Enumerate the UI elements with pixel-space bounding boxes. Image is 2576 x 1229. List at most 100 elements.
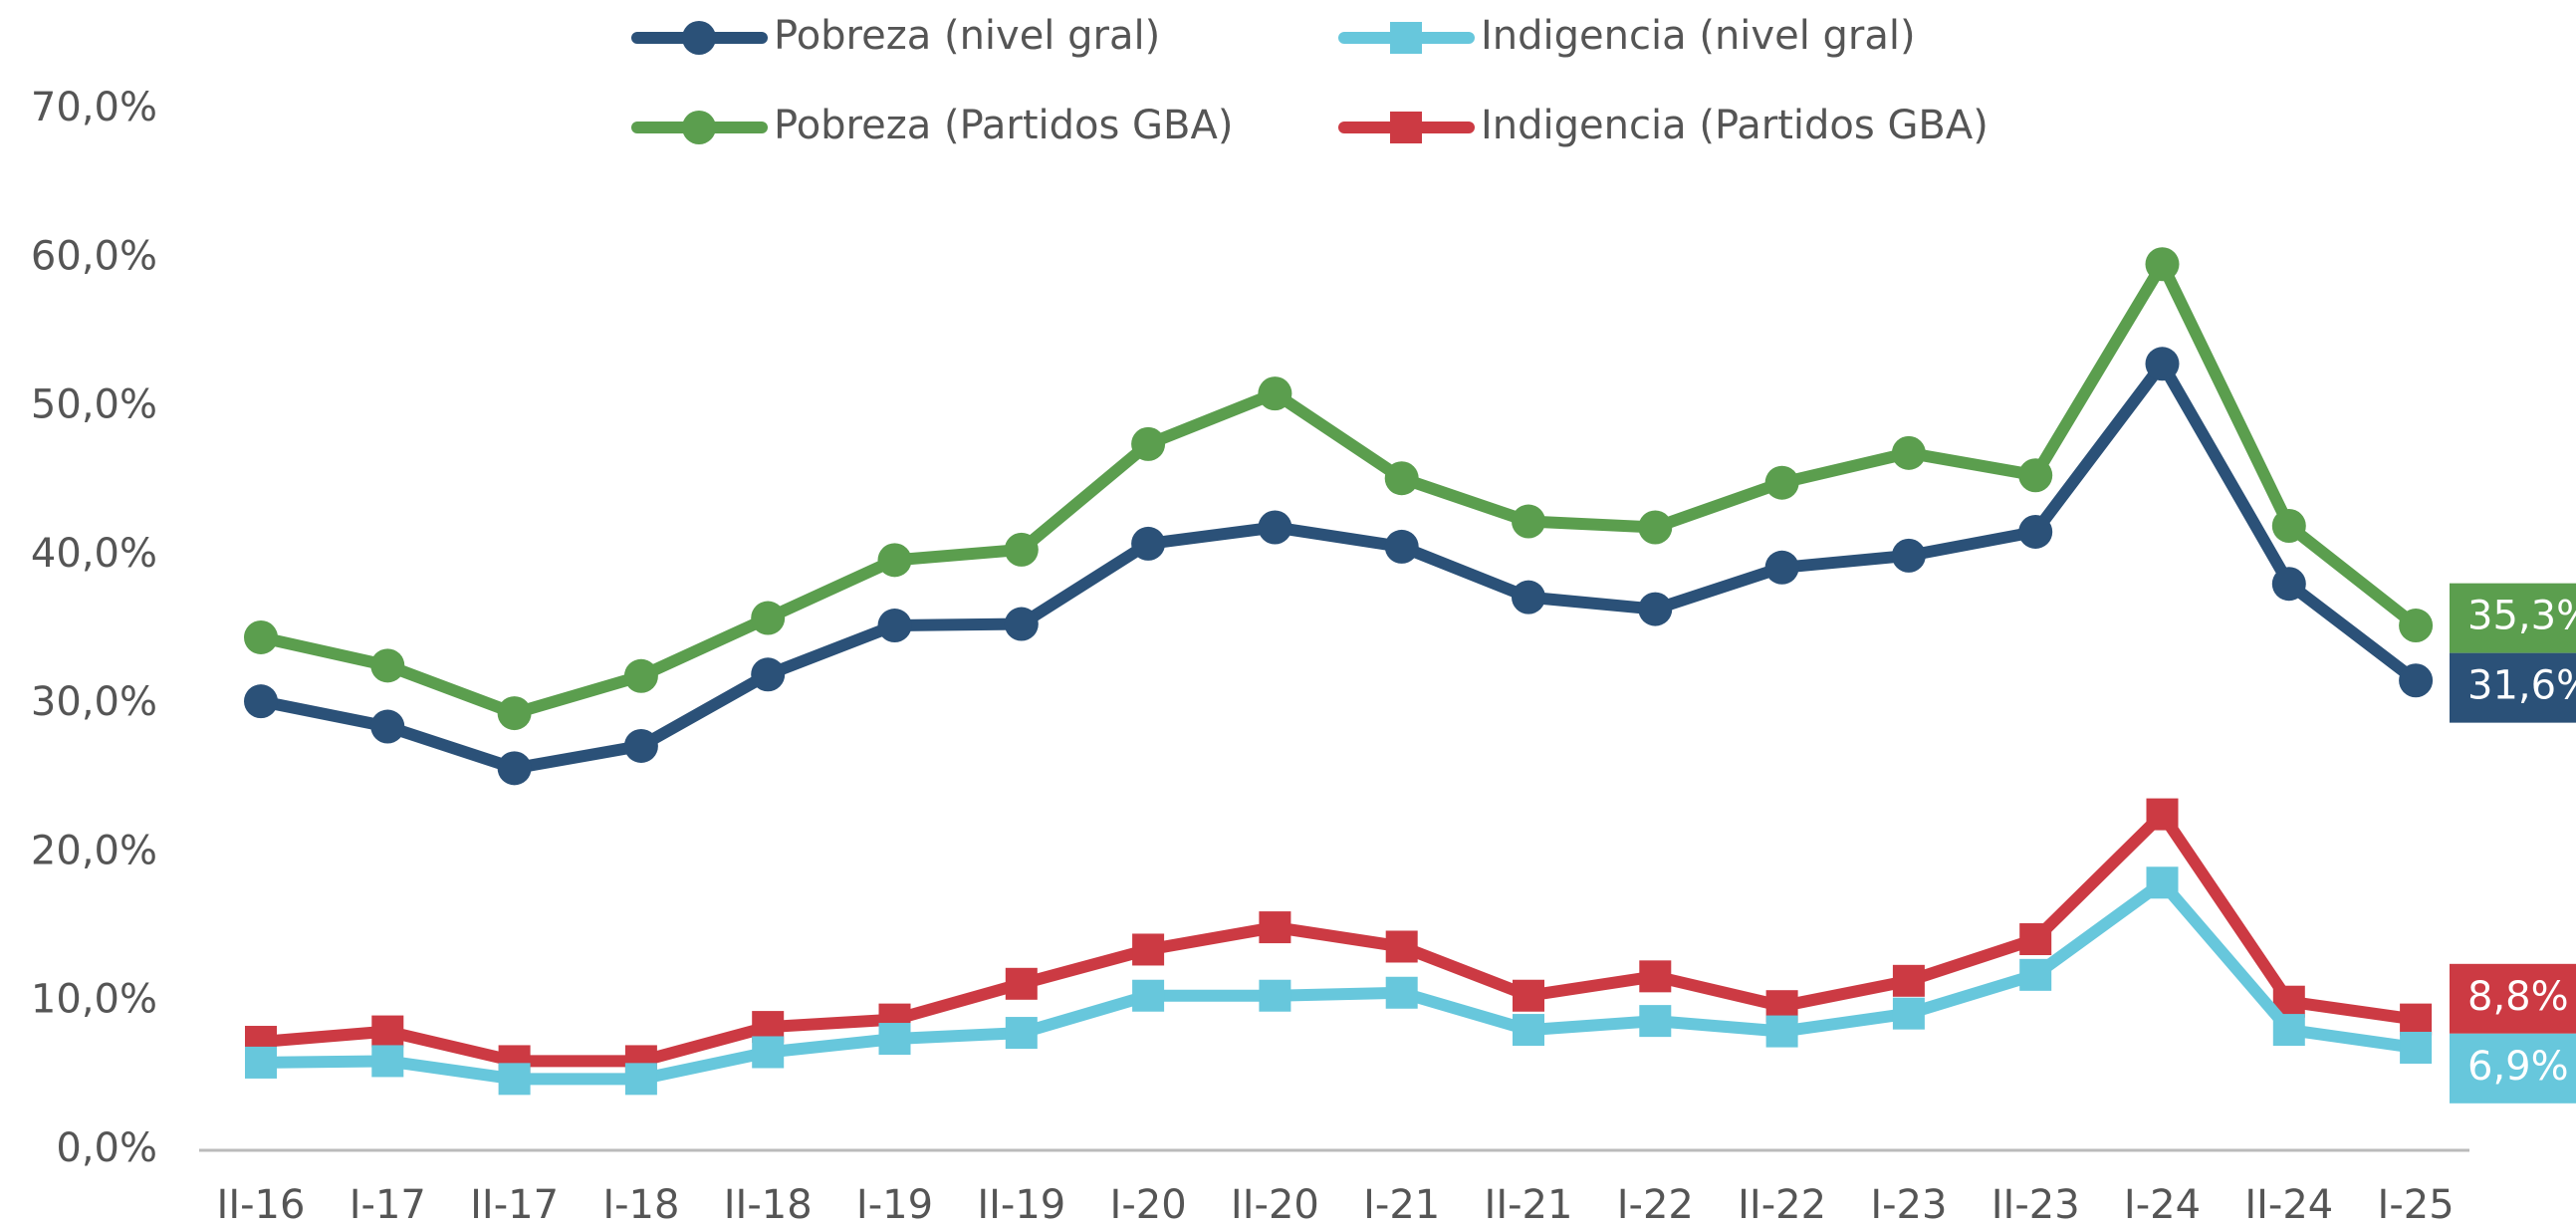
value-label: 35,3%: [2467, 594, 2576, 639]
data-point: [2400, 1003, 2433, 1036]
x-tick-label: I-18: [602, 1182, 679, 1228]
value-label-box: [2450, 583, 2576, 653]
data-point: [1132, 979, 1165, 1012]
data-point: [1765, 1015, 1798, 1048]
value-label: 8,8%: [2467, 974, 2569, 1020]
data-point: [1005, 967, 1038, 1000]
value-label-box: [2450, 963, 2576, 1034]
data-point: [1384, 529, 1419, 564]
y-tick-label: 40,0%: [31, 531, 157, 577]
y-tick-label: 60,0%: [31, 233, 157, 279]
series-line: [260, 876, 2417, 1086]
data-point: [2146, 866, 2179, 899]
data-point: [2271, 509, 2306, 543]
data-point: [1891, 435, 1926, 470]
x-tick-label: II-24: [2244, 1182, 2333, 1228]
legend-label: Pobreza (nivel gral): [774, 13, 1160, 59]
legend-label: Indigencia (Partidos GBA): [1481, 103, 1989, 148]
data-point: [1259, 979, 1291, 1012]
data-point: [2145, 347, 2180, 381]
value-label-box: [2450, 652, 2576, 723]
series-line: [259, 258, 2420, 720]
legend-marker: [682, 21, 716, 55]
y-tick-label: 0,0%: [56, 1125, 157, 1171]
data-point: [877, 609, 912, 643]
data-point: [497, 696, 532, 731]
data-point: [1131, 426, 1166, 461]
data-point: [1004, 532, 1039, 567]
data-point: [2399, 609, 2434, 643]
data-point: [2018, 514, 2053, 549]
data-point: [878, 1023, 911, 1056]
data-point: [1638, 510, 1673, 545]
data-point: [1384, 461, 1419, 496]
data-point: [1131, 526, 1166, 561]
data-point: [2019, 923, 2052, 956]
x-tick-label: I-22: [1617, 1182, 1694, 1228]
data-point: [2272, 1014, 2305, 1047]
data-point: [877, 543, 912, 578]
data-point: [371, 1015, 404, 1048]
legend-marker: [682, 111, 716, 144]
data-point: [1638, 592, 1673, 626]
value-label-box: [2450, 1033, 2576, 1104]
y-tick-label: 50,0%: [31, 382, 157, 428]
data-point: [1764, 550, 1799, 585]
x-tick-label: II-16: [217, 1182, 306, 1228]
legend-marker: [1390, 22, 1422, 54]
data-point: [1512, 504, 1545, 539]
x-tick-label: I-25: [2378, 1182, 2455, 1228]
x-tick-label: II-23: [1991, 1182, 2080, 1228]
x-tick-label: I-17: [350, 1182, 426, 1228]
data-point: [1385, 930, 1418, 963]
data-point: [751, 601, 786, 635]
data-point: [1639, 1005, 1672, 1038]
data-point: [370, 648, 405, 683]
data-point: [1513, 979, 1544, 1012]
value-label: 6,9%: [2467, 1044, 2569, 1090]
x-tick-label: I-19: [856, 1182, 933, 1228]
x-tick-label: I-24: [2124, 1182, 2201, 1228]
data-point: [1004, 607, 1039, 641]
legend-marker: [1390, 112, 1422, 143]
data-point: [245, 1046, 277, 1079]
x-tick-label: II-21: [1485, 1182, 1573, 1228]
data-point: [2146, 798, 2179, 831]
legend-label: Indigencia (nivel gral): [1481, 13, 1916, 59]
data-point: [1513, 1014, 1544, 1047]
data-point: [624, 1063, 657, 1096]
series-line: [259, 358, 2420, 775]
data-point: [752, 1036, 785, 1069]
data-point: [2019, 958, 2052, 991]
x-tick-label: I-21: [1363, 1182, 1440, 1228]
x-tick-label: II-20: [1231, 1182, 1319, 1228]
series-line: [260, 808, 2417, 1068]
data-point: [1005, 1017, 1038, 1050]
value-label: 31,6%: [2467, 663, 2576, 709]
x-tick-label: I-23: [1870, 1182, 1947, 1228]
data-point: [1259, 911, 1291, 944]
y-tick-label: 70,0%: [31, 85, 157, 130]
data-point: [1512, 580, 1545, 614]
data-point: [1258, 376, 1292, 411]
data-point: [1385, 976, 1418, 1009]
data-point: [751, 657, 786, 692]
data-point: [623, 728, 658, 763]
legend-label: Pobreza (Partidos GBA): [774, 103, 1233, 148]
data-point: [1639, 960, 1672, 993]
x-tick-label: II-18: [724, 1182, 813, 1228]
data-point: [1764, 465, 1799, 500]
data-point: [244, 684, 278, 719]
data-point: [370, 709, 405, 744]
data-point: [2271, 567, 2306, 602]
y-tick-label: 30,0%: [31, 679, 157, 725]
x-tick-label: II-17: [470, 1182, 559, 1228]
data-point: [1892, 964, 1925, 997]
data-point: [2145, 247, 2180, 282]
x-tick-label: II-22: [1738, 1182, 1826, 1228]
data-point: [1892, 997, 1925, 1030]
data-point: [2399, 663, 2434, 698]
data-point: [623, 658, 658, 693]
x-tick-label: I-20: [1110, 1182, 1187, 1228]
